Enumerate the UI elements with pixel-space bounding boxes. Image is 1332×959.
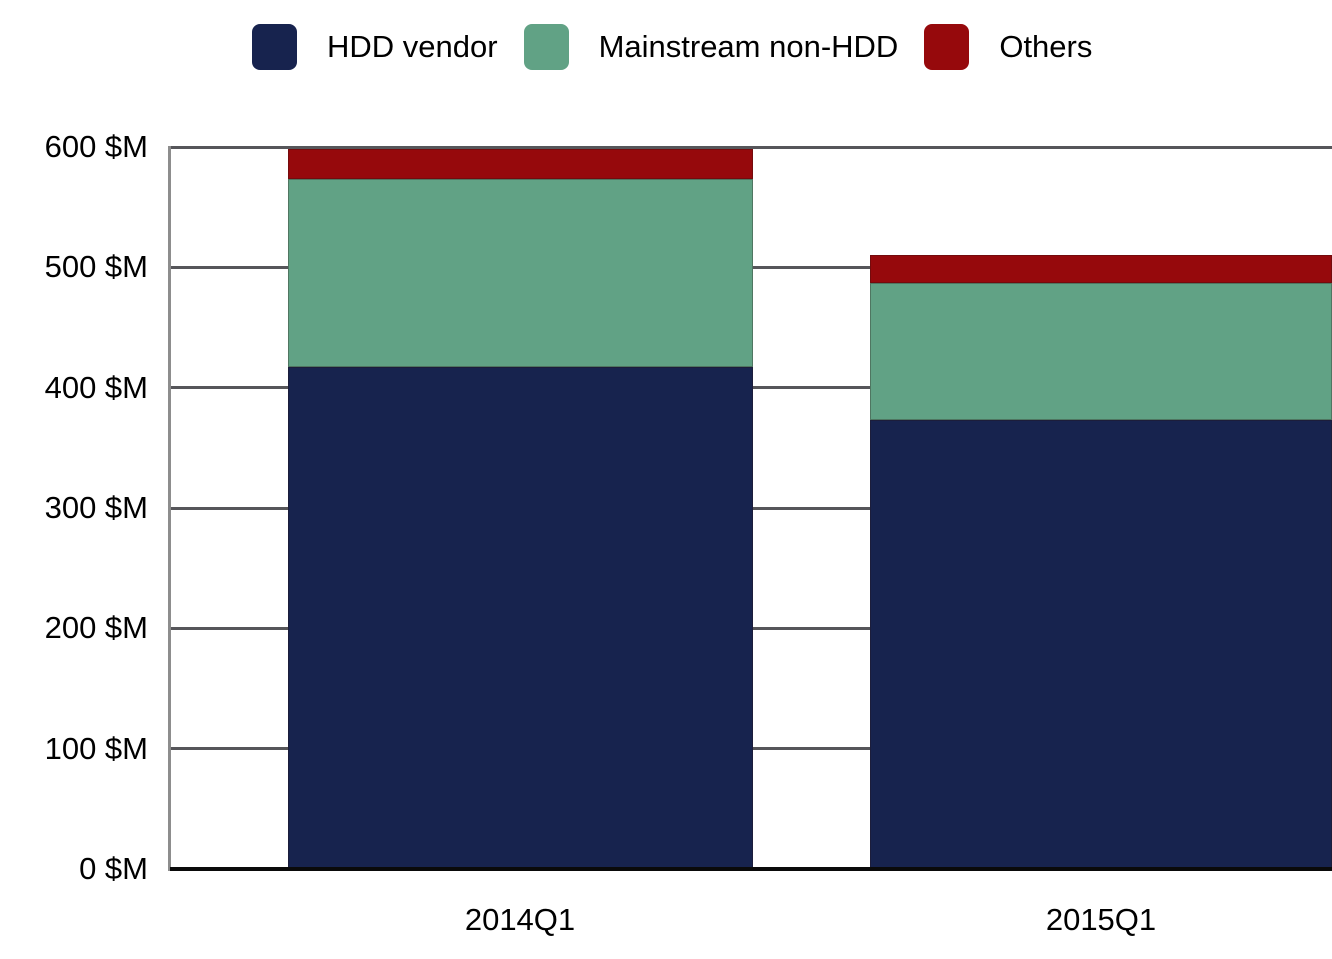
y-tick-label-500: 500 $M — [44, 249, 148, 285]
legend-item-mainstream-non-hdd: Mainstream non-HDD — [523, 24, 899, 70]
legend-item-others: Others — [924, 24, 1092, 70]
legend-swatch-mainstream-non-hdd — [523, 24, 569, 70]
x-tick-label-2014q1: 2014Q1 — [464, 902, 576, 937]
x-axis-baseline — [170, 867, 1332, 871]
y-tick-label-0: 0 $M — [79, 851, 148, 886]
legend-label-mainstream-non-hdd: Mainstream non-HDD — [598, 29, 899, 64]
y-tick-label-600: 600 $M — [44, 129, 148, 164]
y-tick-label-200: 200 $M — [44, 610, 148, 646]
legend-swatch-hdd-vendor — [252, 24, 297, 70]
bar-segment-2014q1-hdd-vendor — [288, 367, 753, 869]
y-tick-label-100: 100 $M — [44, 730, 148, 766]
bar-segment-2015q1-mainstream-non-hdd — [870, 282, 1332, 421]
y-tick-label-400: 400 $M — [44, 369, 148, 405]
legend-label-hdd-vendor: HDD vendor — [327, 29, 498, 64]
legend-label-others: Others — [999, 29, 1093, 64]
bar-segment-2015q1-hdd-vendor — [870, 420, 1332, 869]
y-axis-line — [168, 146, 171, 871]
bar-segment-2014q1-mainstream-non-hdd — [288, 179, 753, 368]
bar-segment-2014q1-others — [288, 149, 753, 180]
y-tick-label-300: 300 $M — [44, 490, 148, 525]
gridline-600 — [170, 145, 1332, 149]
bar-segment-2015q1-others — [870, 255, 1332, 283]
chart-legend: HDD vendor Mainstream non-HDD Others — [252, 24, 1118, 70]
legend-swatch-others — [924, 24, 970, 70]
x-tick-label-2015q1: 2015Q1 — [1045, 902, 1157, 937]
legend-item-hdd-vendor: HDD vendor — [252, 24, 498, 70]
